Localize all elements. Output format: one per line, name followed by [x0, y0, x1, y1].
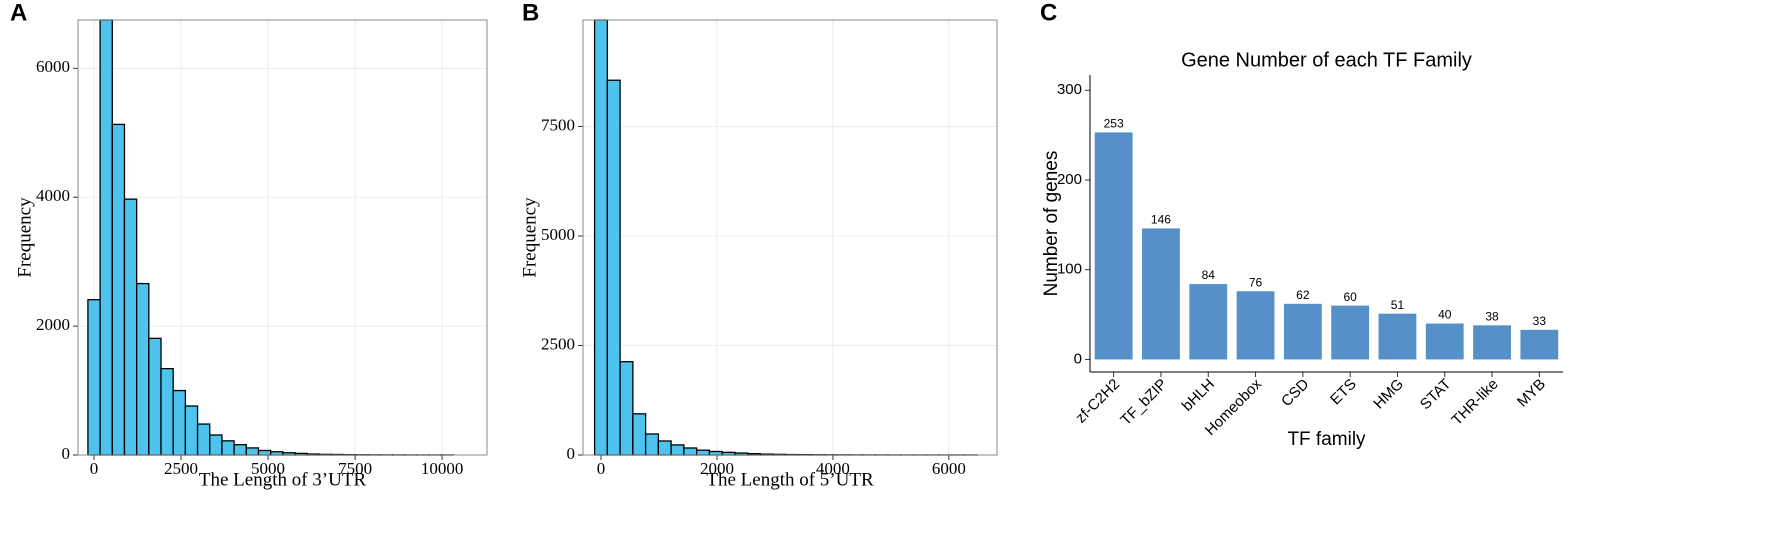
value-label: 76 [1249, 275, 1263, 289]
histogram-bar [245, 447, 260, 456]
x-tick-label: TF_bZIP [1117, 376, 1170, 429]
histogram-bar [593, 19, 609, 456]
x-tick-label: HMG [1370, 376, 1407, 413]
bar [1425, 323, 1464, 360]
value-label: 40 [1438, 308, 1452, 322]
x-tick-label: CSD [1278, 375, 1313, 410]
y-axis-title: Number of genes [1041, 151, 1062, 297]
x-axis-title: The Length of 3’UTR [199, 469, 367, 490]
histogram-bar [644, 433, 660, 456]
x-tick-label: THR-like [1448, 376, 1501, 429]
histogram-bar [708, 450, 723, 456]
histogram-bar [619, 361, 634, 456]
y-tick-label: 100 [1057, 261, 1082, 278]
bar [1094, 132, 1133, 360]
panel: A The Length of 3’UTR Frequency 0 2000 4000 60… [10, 0, 488, 490]
histogram-bar [136, 282, 150, 456]
bar [1331, 305, 1370, 360]
histogram-bar [209, 434, 223, 456]
y-tick-label: 4000 [36, 186, 70, 205]
histogram-bar [695, 449, 711, 456]
x-tick-label: 4000 [816, 459, 850, 478]
x-tick-label: ETS [1327, 376, 1360, 409]
value-label: 38 [1485, 310, 1499, 324]
y-tick-label: 7500 [541, 115, 575, 134]
histogram-bar [99, 19, 113, 456]
histogram-bar [670, 444, 685, 456]
y-tick-label: 0 [567, 444, 576, 463]
y-tick-label: 300 [1057, 81, 1082, 98]
panel-label: A [10, 0, 27, 26]
x-tick-label: 2500 [164, 459, 198, 478]
histogram-bar [683, 447, 698, 456]
x-axis-title: TF family [1287, 429, 1366, 450]
histogram-bar [233, 444, 247, 456]
value-label: 146 [1151, 213, 1171, 227]
histogram-bar [148, 337, 162, 456]
y-tick-label: 5000 [541, 225, 575, 244]
panel-label: C [1040, 0, 1057, 26]
x-tick-label: zf-C2H2 [1072, 376, 1123, 427]
bar [1142, 228, 1180, 360]
panel: C Gene Number of each TF Family TF family N… [1040, 0, 1563, 450]
x-tick-label: STAT [1417, 376, 1455, 414]
histogram-bar [172, 389, 187, 456]
x-tick-label: 2000 [700, 459, 734, 478]
y-tick-label: 200 [1057, 171, 1082, 188]
bar [1520, 329, 1559, 360]
x-tick-label: bHLH [1179, 376, 1218, 415]
panel: B The Length of 5’UTR Frequency 0 2500 5000 75… [519, 0, 998, 490]
histogram-bar [221, 440, 235, 456]
bar [1378, 313, 1417, 360]
histogram-bar [160, 367, 174, 456]
x-axis-title: The Length of 5’UTR [706, 469, 874, 490]
y-tick-label: 2500 [541, 334, 575, 353]
bar [1236, 291, 1275, 360]
histogram-bar [111, 123, 126, 456]
panel-label: B [522, 0, 539, 26]
value-label: 62 [1296, 288, 1310, 302]
y-tick-label: 0 [1074, 350, 1082, 367]
y-axis-title: Frequency [14, 197, 35, 278]
histogram-bar [632, 413, 647, 456]
histogram-bar [184, 405, 199, 456]
chart-title: Gene Number of each TF Family [1181, 49, 1472, 71]
value-label: 84 [1202, 268, 1216, 282]
bar [1283, 303, 1322, 360]
plot-border [77, 19, 488, 456]
x-tick-label: 0 [90, 459, 99, 478]
value-label: 33 [1533, 314, 1547, 328]
y-tick-label: 2000 [36, 315, 70, 334]
x-tick-label: 5000 [251, 459, 285, 478]
histogram-bar [123, 198, 138, 456]
value-label: 253 [1104, 117, 1124, 131]
y-axis-title: Frequency [519, 197, 540, 278]
bar [1189, 284, 1228, 360]
histogram-bar [606, 79, 621, 456]
y-tick-label: 0 [62, 444, 71, 463]
x-tick-label: MYB [1514, 376, 1549, 411]
histogram-bar [257, 449, 272, 456]
histogram-bar [196, 423, 211, 456]
x-tick-label: 6000 [932, 459, 966, 478]
x-tick-label: 10000 [421, 459, 464, 478]
bar [1473, 325, 1511, 360]
value-label: 51 [1391, 298, 1405, 312]
histogram-bar [87, 299, 101, 456]
plot-border [582, 19, 998, 456]
y-tick-label: 6000 [36, 57, 70, 76]
x-tick-label: 7500 [338, 459, 372, 478]
histogram-bar [657, 440, 672, 456]
x-tick-label: 0 [597, 459, 606, 478]
value-label: 60 [1343, 290, 1357, 304]
